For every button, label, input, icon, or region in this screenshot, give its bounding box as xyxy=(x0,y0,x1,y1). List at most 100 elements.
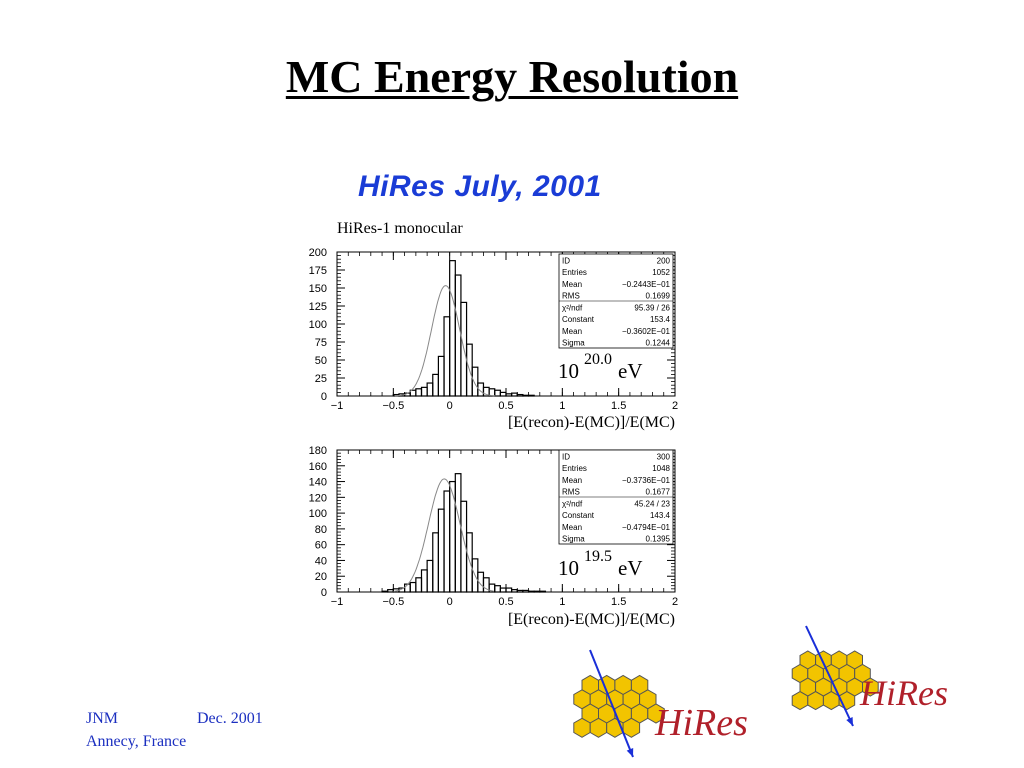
hexagon-mirror xyxy=(589,717,608,738)
stats-value: 0.1395 xyxy=(646,535,671,544)
stats-value: 0.1244 xyxy=(646,339,671,348)
energy-base: 10 xyxy=(558,359,579,383)
stats-label: Mean xyxy=(562,327,582,336)
shower-track-arrow xyxy=(805,625,854,727)
slide-title: MC Energy Resolution xyxy=(285,51,739,102)
stats-value: −0.3736E−01 xyxy=(622,476,671,485)
stats-value: 143.4 xyxy=(650,511,671,520)
x-tick-label: −0.5 xyxy=(382,596,404,608)
x-tick-label: 0 xyxy=(447,596,453,608)
histogram-bar xyxy=(527,394,535,397)
stats-value: −0.3602E−01 xyxy=(622,327,671,336)
y-tick-label: 180 xyxy=(309,445,327,457)
x-tick-label: 1 xyxy=(559,400,565,412)
gaussian-fit-curve xyxy=(394,285,496,397)
stats-label: χ²/ndf xyxy=(562,499,583,508)
hires-logo: HiRes xyxy=(573,649,748,758)
hires-logo-text: HiRes xyxy=(654,702,748,744)
stats-value: 1048 xyxy=(652,464,670,473)
x-tick-label: 0.5 xyxy=(498,596,513,608)
hexagon-mirror xyxy=(822,691,840,711)
y-tick-label: 120 xyxy=(309,492,327,504)
energy-exponent: 19.5 xyxy=(584,548,612,565)
histogram-panel-1: 0 25 50 75 100 125 150 175 200 −1 −0.5 0 0.5 1 1.5 2 ID 2… xyxy=(309,247,678,431)
y-tick-label: 100 xyxy=(309,508,327,520)
arrow-head-icon xyxy=(626,748,634,757)
stats-value: 300 xyxy=(657,452,671,461)
stats-label: ID xyxy=(562,452,570,461)
stats-value: −0.4794E−01 xyxy=(622,523,671,532)
y-tick-label: 0 xyxy=(321,587,327,599)
footer-author: JNM xyxy=(86,710,119,727)
stats-value: 153.4 xyxy=(650,315,671,324)
hexagon-mirror xyxy=(573,717,591,738)
stats-label: Entries xyxy=(562,464,587,473)
stats-label: Sigma xyxy=(562,535,585,544)
hexagon-mirror xyxy=(807,691,824,711)
stats-value: 1052 xyxy=(652,268,670,277)
x-tick-label: 0.5 xyxy=(498,400,513,412)
y-tick-label: 60 xyxy=(315,540,327,552)
y-tick-label: 20 xyxy=(315,571,327,583)
stats-label: χ²/ndf xyxy=(562,303,583,312)
shower-track-arrow xyxy=(589,649,634,758)
stats-label: Sigma xyxy=(562,339,585,348)
energy-base: 10 xyxy=(558,556,579,580)
stats-label: Constant xyxy=(562,511,595,520)
histogram-panel-2: 0 20 40 60 80 100 120 140 160 180 −1 −0.5 0 0.5 1 1.5 2 I… xyxy=(309,445,678,628)
stats-value: 0.1677 xyxy=(646,488,671,497)
x-tick-label: 1.5 xyxy=(611,596,626,608)
y-tick-label: 125 xyxy=(309,301,327,313)
hexagon-mirror xyxy=(862,677,879,697)
stats-label: RMS xyxy=(562,488,580,497)
y-tick-label: 0 xyxy=(321,391,327,403)
y-tick-label: 160 xyxy=(309,461,327,473)
stats-value: 200 xyxy=(657,256,671,265)
y-tick-label: 50 xyxy=(315,355,327,367)
y-tick-label: 175 xyxy=(309,265,327,277)
stats-label: Mean xyxy=(562,523,582,532)
footer-date: Dec. 2001 xyxy=(197,710,263,727)
stats-label: Constant xyxy=(562,315,595,324)
x-tick-label: −1 xyxy=(331,400,344,412)
hexagon-mirror xyxy=(791,691,809,711)
histogram-bar xyxy=(471,366,479,397)
y-tick-label: 100 xyxy=(309,319,327,331)
hires-logo: HiRes xyxy=(791,625,948,727)
stats-label: RMS xyxy=(562,292,580,301)
x-axis-label: [E(recon)-E(MC)]/E(MC) xyxy=(508,611,675,628)
x-tick-label: −0.5 xyxy=(382,400,404,412)
x-tick-label: 2 xyxy=(672,596,678,608)
x-tick-label: 1 xyxy=(559,596,565,608)
stats-label: Mean xyxy=(562,280,582,289)
gaussian-fit-curve xyxy=(393,478,494,592)
stats-value: 45.24 / 23 xyxy=(634,499,670,508)
y-tick-label: 150 xyxy=(309,283,327,295)
y-tick-label: 40 xyxy=(315,555,327,567)
energy-unit: eV xyxy=(618,359,643,383)
y-tick-label: 25 xyxy=(315,373,327,385)
stats-value: 95.39 / 26 xyxy=(634,303,670,312)
stats-label: Entries xyxy=(562,268,587,277)
x-tick-label: 2 xyxy=(672,400,678,412)
stats-value: −0.2443E−01 xyxy=(622,280,671,289)
footer-place: Annecy, France xyxy=(86,733,187,750)
y-tick-label: 75 xyxy=(315,337,327,349)
x-tick-label: 0 xyxy=(447,400,453,412)
stats-label: ID xyxy=(562,256,570,265)
hexagon-mirror xyxy=(622,717,641,738)
y-tick-label: 200 xyxy=(309,247,327,259)
energy-exponent: 20.0 xyxy=(584,351,612,368)
stats-label: Mean xyxy=(562,476,582,485)
arrow-head-icon xyxy=(846,717,853,726)
hexagon-mirror xyxy=(647,703,665,724)
energy-unit: eV xyxy=(618,556,643,580)
plot-subtitle: HiRes July, 2001 xyxy=(358,170,602,203)
y-tick-label: 140 xyxy=(309,477,327,489)
x-tick-label: −1 xyxy=(331,596,344,608)
x-axis-label: [E(recon)-E(MC)]/E(MC) xyxy=(508,414,675,431)
plot-label: HiRes-1 monocular xyxy=(337,220,463,237)
stats-value: 0.1699 xyxy=(646,292,671,301)
